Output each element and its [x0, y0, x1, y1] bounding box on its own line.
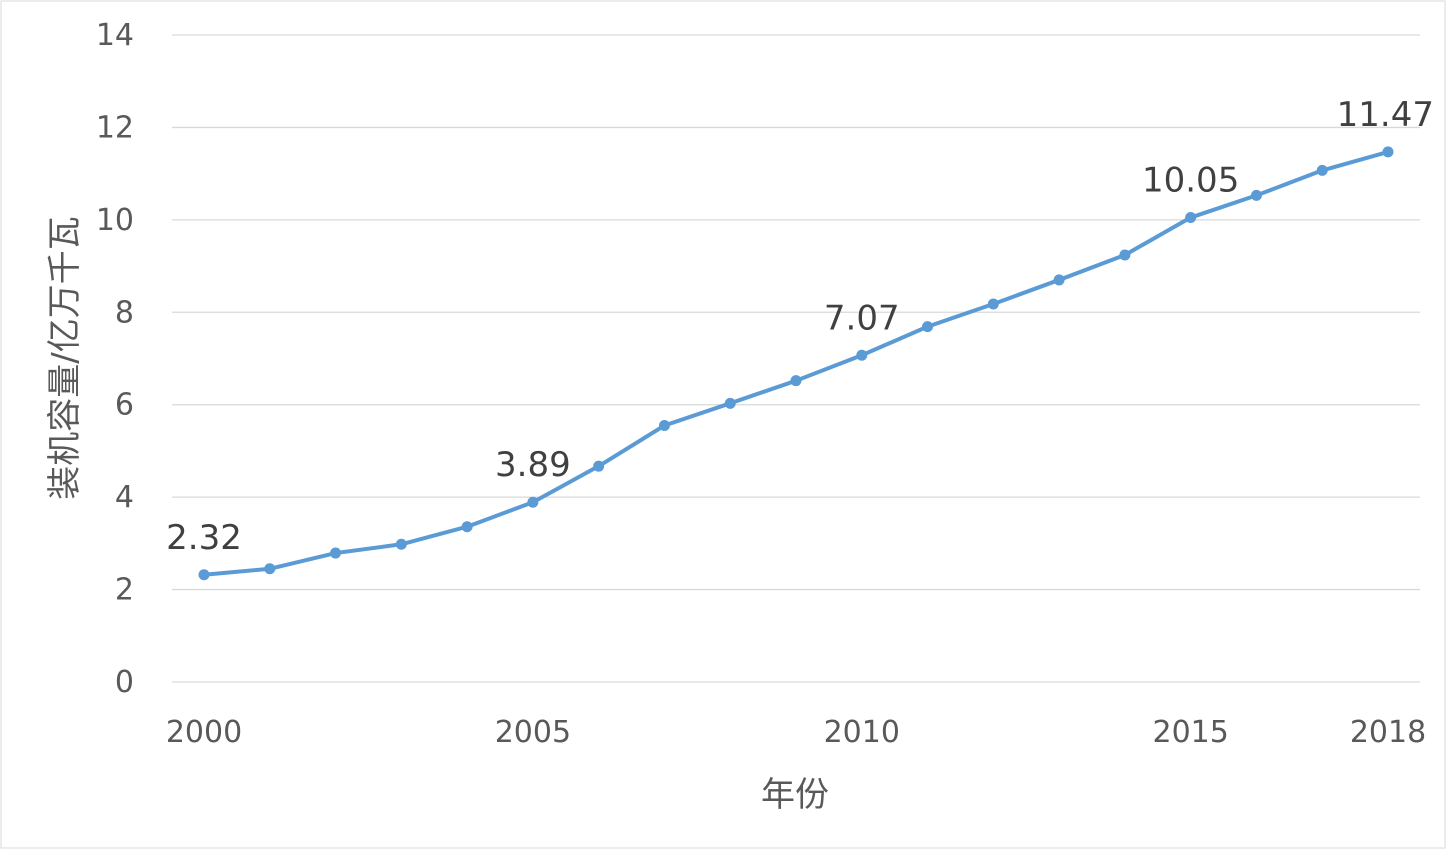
- data-point: [724, 397, 736, 409]
- data-point: [395, 538, 407, 550]
- gridlines: [172, 34, 1420, 683]
- data-point: [264, 563, 276, 575]
- data-point: [461, 521, 473, 533]
- data-label: 10.05: [1142, 161, 1239, 201]
- y-tick-label: 2: [115, 573, 134, 608]
- x-axis-title: 年份: [761, 775, 829, 815]
- data-label: 2.32: [166, 518, 242, 558]
- data-point: [1119, 249, 1131, 261]
- data-label: 11.47: [1337, 95, 1434, 135]
- data-point: [790, 375, 802, 387]
- y-tick-label: 14: [96, 18, 134, 53]
- y-tick-label: 0: [115, 665, 134, 700]
- series-line: [202, 149, 1390, 577]
- y-axis-title: 装机容量/亿万千瓦: [45, 216, 85, 499]
- data-point: [1316, 164, 1328, 176]
- data-point: [658, 420, 670, 432]
- x-axis-ticks: 2000 2005 2010 2015 2018: [166, 715, 1426, 750]
- data-label: 3.89: [495, 445, 571, 485]
- x-tick-label: 2015: [1152, 715, 1228, 750]
- x-tick-label: 2000: [166, 715, 242, 750]
- data-point: [1382, 146, 1394, 158]
- data-point: [1185, 212, 1197, 224]
- data-point: [198, 569, 210, 581]
- x-tick-label: 2010: [824, 715, 900, 750]
- data-point: [987, 298, 999, 310]
- y-tick-label: 8: [115, 295, 134, 330]
- data-point: [856, 349, 868, 361]
- data-label: 7.07: [824, 298, 900, 338]
- data-point: [1250, 189, 1262, 201]
- x-tick-label: 2018: [1350, 715, 1426, 750]
- data-point: [527, 496, 539, 508]
- y-axis-ticks: 0 2 4 6 8 10 12 14: [96, 18, 134, 700]
- y-tick-label: 10: [96, 203, 134, 238]
- series-layer: [198, 146, 1394, 581]
- data-point: [330, 547, 342, 559]
- y-tick-label: 6: [115, 388, 134, 423]
- data-labels: 2.32 3.89 7.07 10.05 11.47: [166, 95, 1434, 558]
- y-tick-label: 12: [96, 110, 134, 145]
- y-tick-label: 4: [115, 480, 134, 515]
- data-point: [922, 321, 934, 333]
- data-point: [593, 460, 605, 472]
- data-point: [1053, 274, 1065, 286]
- x-tick-label: 2005: [495, 715, 571, 750]
